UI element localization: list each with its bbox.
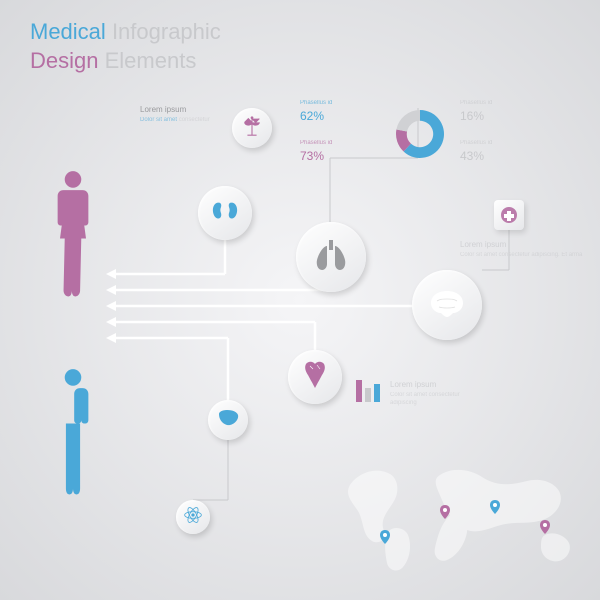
mini-bar-chart [356, 380, 380, 402]
liver-icon [217, 410, 239, 431]
lungs-node [296, 222, 366, 292]
donut-chart [394, 108, 446, 160]
heart-node [288, 350, 342, 404]
title-w4: Elements [105, 48, 197, 73]
atom-node [176, 500, 210, 534]
title-w1: Medical [30, 19, 106, 44]
map-pin-3 [540, 520, 550, 539]
liver-node [208, 400, 248, 440]
atom-icon [183, 505, 203, 530]
title-w2: Infographic [112, 19, 221, 44]
mini-bar [374, 384, 380, 402]
brain-node [412, 270, 482, 340]
page-title: Medical Infographic Design Elements [30, 18, 221, 75]
female-body-icon [48, 170, 98, 300]
kidneys-icon [211, 199, 239, 228]
scales-icon [241, 115, 263, 142]
scales-node [232, 108, 272, 148]
brain-icon [427, 287, 467, 324]
map-pin-1 [440, 505, 450, 524]
text-block-scales: Lorem ipsumDolor sit amet consectetur [140, 105, 210, 125]
mini-bar [365, 388, 371, 402]
medical-cross-node [494, 200, 524, 230]
stat-3: Phasellus id43% [460, 140, 492, 163]
heart-icon [302, 360, 328, 395]
stat-0: Phasellus id62% [300, 100, 332, 123]
mini-bar [356, 380, 362, 402]
stat-1: Phasellus id73% [300, 140, 332, 163]
text-block-cross: Lorem ipsumColor sit amet consectetur ad… [460, 240, 582, 260]
lungs-icon [313, 238, 349, 277]
male-body-icon [48, 368, 98, 498]
map-pin-0 [380, 530, 390, 549]
kidneys-node [198, 186, 252, 240]
stat-2: Phasellus id16% [460, 100, 492, 123]
title-w3: Design [30, 48, 98, 73]
text-block-bars: Lorem ipsumColor sit amet consecteturadi… [390, 380, 460, 408]
map-pin-2 [490, 500, 500, 519]
world-map [330, 450, 580, 580]
